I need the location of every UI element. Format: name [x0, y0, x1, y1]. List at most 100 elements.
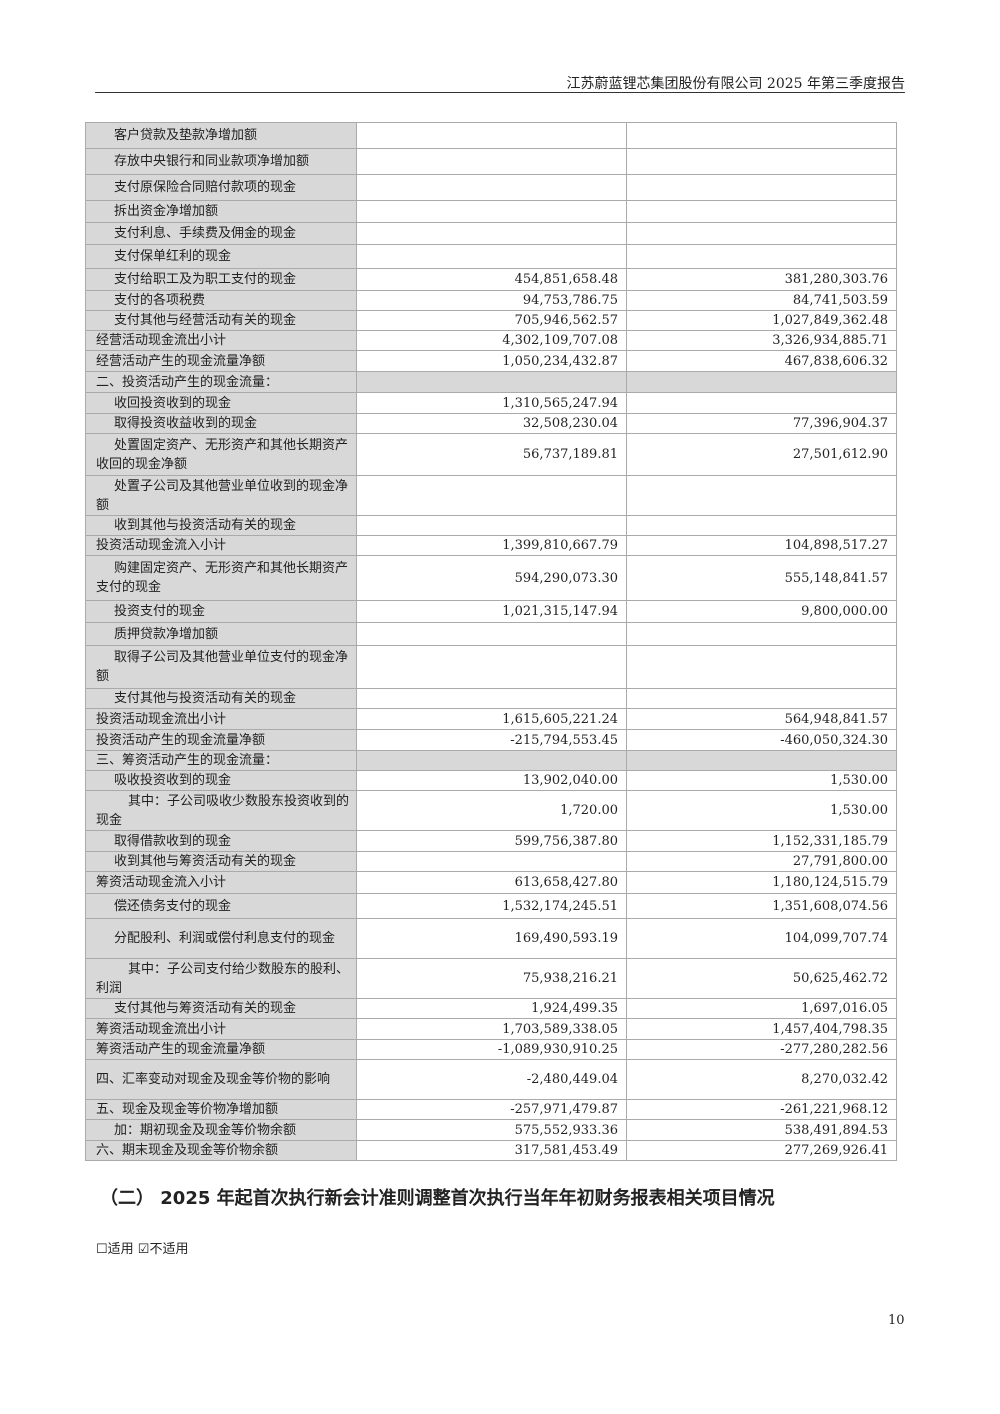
row-label: 经营活动现金流出小计	[85, 330, 357, 351]
table-row: 质押贷款净增加额	[85, 622, 897, 646]
table-row: 投资支付的现金 1,021,315,147.94 9,800,000.00	[85, 600, 897, 623]
current-period-value: 1,615,605,221.24	[356, 708, 627, 730]
current-period-value	[356, 122, 627, 149]
row-label: 收到其他与筹资活动有关的现金	[85, 851, 357, 872]
row-label: 支付保单红利的现金	[85, 244, 357, 269]
current-period-value: 169,490,593.19	[356, 918, 627, 959]
table-row: 拆出资金净增加额	[85, 200, 897, 223]
section-heading: （二） 2025 年起首次执行新会计准则调整首次执行当年年初财务报表相关项目情况	[100, 1188, 775, 1209]
prior-period-value: 555,148,841.57	[626, 555, 897, 601]
row-label: 收到其他与投资活动有关的现金	[85, 515, 357, 536]
current-period-value: 4,302,109,707.08	[356, 330, 627, 351]
row-label: 投资活动产生的现金流量净额	[85, 729, 357, 751]
header-divider	[95, 92, 905, 93]
current-period-value: 32,508,230.04	[356, 413, 627, 434]
prior-period-value: 1,351,608,074.56	[626, 893, 897, 919]
current-period-value	[356, 688, 627, 709]
current-period-value: 1,924,499.35	[356, 998, 627, 1019]
table-row: 偿还债务支付的现金 1,532,174,245.51 1,351,608,074.5…	[85, 893, 897, 919]
current-period-value: 1,021,315,147.94	[356, 600, 627, 623]
report-header: 江苏蔚蓝锂芯集团股份有限公司 2025 年第三季度报告	[566, 76, 905, 92]
row-label: 收回投资收到的现金	[85, 392, 357, 414]
current-period-value: 317,581,453.49	[356, 1140, 627, 1161]
prior-period-value: 538,491,894.53	[626, 1119, 897, 1141]
prior-period-value: 1,697,016.05	[626, 998, 897, 1019]
table-row: 三、筹资活动产生的现金流量：	[85, 750, 897, 771]
current-period-value	[356, 371, 627, 393]
table-row: 五、现金及现金等价物净增加额 -257,971,479.87 -261,221,96…	[85, 1099, 897, 1120]
table-row: 投资活动现金流入小计 1,399,810,667.79 104,898,517.27	[85, 535, 897, 556]
current-period-value: -215,794,553.45	[356, 729, 627, 751]
table-row: 处置固定资产、无形资产和其他长期资产收回的现金净额 56,737,189.81 27…	[85, 433, 897, 476]
current-period-value	[356, 475, 627, 516]
current-period-value	[356, 174, 627, 201]
row-label: 拆出资金净增加额	[85, 200, 357, 223]
prior-period-value: 27,501,612.90	[626, 433, 897, 476]
row-label: 其中：子公司支付给少数股东的股利、利润	[85, 958, 357, 999]
row-label: 质押贷款净增加额	[85, 622, 357, 646]
row-label: 筹资活动产生的现金流量净额	[85, 1039, 357, 1060]
prior-period-value: -261,221,968.12	[626, 1099, 897, 1120]
table-row: 加：期初现金及现金等价物余额 575,552,933.36 538,491,894.…	[85, 1119, 897, 1141]
row-label: 其中：子公司吸收少数股东投资收到的现金	[85, 790, 357, 831]
row-label: 存放中央银行和同业款项净增加额	[85, 148, 357, 175]
row-label: 支付其他与筹资活动有关的现金	[85, 998, 357, 1019]
prior-period-value: 1,530.00	[626, 770, 897, 791]
table-row: 购建固定资产、无形资产和其他长期资产支付的现金 594,290,073.30 555…	[85, 555, 897, 601]
prior-period-value: 104,898,517.27	[626, 535, 897, 556]
table-row: 六、期末现金及现金等价物余额 317,581,453.49 277,269,926.…	[85, 1140, 897, 1161]
row-label: 四、汇率变动对现金及现金等价物的影响	[85, 1059, 357, 1100]
current-period-value: 1,703,589,338.05	[356, 1018, 627, 1040]
table-row: 支付保单红利的现金	[85, 244, 897, 269]
table-row: 支付的各项税费 94,753,786.75 84,741,503.59	[85, 290, 897, 311]
table-row: 四、汇率变动对现金及现金等价物的影响 -2,480,449.04 8,270,032…	[85, 1059, 897, 1100]
table-row: 其中：子公司支付给少数股东的股利、利润 75,938,216.21 50,625,4…	[85, 958, 897, 999]
table-row: 支付其他与投资活动有关的现金	[85, 688, 897, 709]
prior-period-value	[626, 750, 897, 771]
current-period-value	[356, 750, 627, 771]
table-row: 支付给职工及为职工支付的现金 454,851,658.48 381,280,303.…	[85, 268, 897, 291]
table-row: 吸收投资收到的现金 13,902,040.00 1,530.00	[85, 770, 897, 791]
prior-period-value	[626, 148, 897, 175]
prior-period-value	[626, 244, 897, 269]
table-row: 取得投资收益收到的现金 32,508,230.04 77,396,904.37	[85, 413, 897, 434]
row-label: 五、现金及现金等价物净增加额	[85, 1099, 357, 1120]
current-period-value: -257,971,479.87	[356, 1099, 627, 1120]
current-period-value: 1,532,174,245.51	[356, 893, 627, 919]
prior-period-value	[626, 122, 897, 149]
current-period-value: 575,552,933.36	[356, 1119, 627, 1141]
prior-period-value: 1,530.00	[626, 790, 897, 831]
prior-period-value	[626, 515, 897, 536]
table-row: 取得子公司及其他营业单位支付的现金净额	[85, 645, 897, 689]
current-period-value	[356, 622, 627, 646]
current-period-value	[356, 244, 627, 269]
table-row: 收到其他与筹资活动有关的现金 27,791,800.00	[85, 851, 897, 872]
option-not-applicable: ☑不适用	[137, 1242, 189, 1257]
prior-period-value: 564,948,841.57	[626, 708, 897, 730]
row-label: 六、期末现金及现金等价物余额	[85, 1140, 357, 1161]
prior-period-value: 1,152,331,185.79	[626, 830, 897, 852]
row-label: 取得子公司及其他营业单位支付的现金净额	[85, 645, 357, 689]
row-label: 支付其他与经营活动有关的现金	[85, 310, 357, 331]
table-row: 其中：子公司吸收少数股东投资收到的现金 1,720.00 1,530.00	[85, 790, 897, 831]
row-label: 取得借款收到的现金	[85, 830, 357, 852]
prior-period-value	[626, 475, 897, 516]
current-period-value: 613,658,427.80	[356, 871, 627, 894]
table-row: 经营活动现金流出小计 4,302,109,707.08 3,326,934,885.…	[85, 330, 897, 351]
current-period-value	[356, 148, 627, 175]
row-label: 投资支付的现金	[85, 600, 357, 623]
prior-period-value	[626, 222, 897, 245]
prior-period-value: 84,741,503.59	[626, 290, 897, 311]
current-period-value: 13,902,040.00	[356, 770, 627, 791]
current-period-value: 1,720.00	[356, 790, 627, 831]
prior-period-value	[626, 622, 897, 646]
table-row: 支付其他与筹资活动有关的现金 1,924,499.35 1,697,016.05	[85, 998, 897, 1019]
current-period-value: 1,050,234,432.87	[356, 350, 627, 372]
current-period-value: 94,753,786.75	[356, 290, 627, 311]
prior-period-value: 467,838,606.32	[626, 350, 897, 372]
prior-period-value: 277,269,926.41	[626, 1140, 897, 1161]
row-label: 三、筹资活动产生的现金流量：	[85, 750, 357, 771]
page-number: 10	[888, 1313, 905, 1328]
current-period-value: 594,290,073.30	[356, 555, 627, 601]
prior-period-value: 27,791,800.00	[626, 851, 897, 872]
